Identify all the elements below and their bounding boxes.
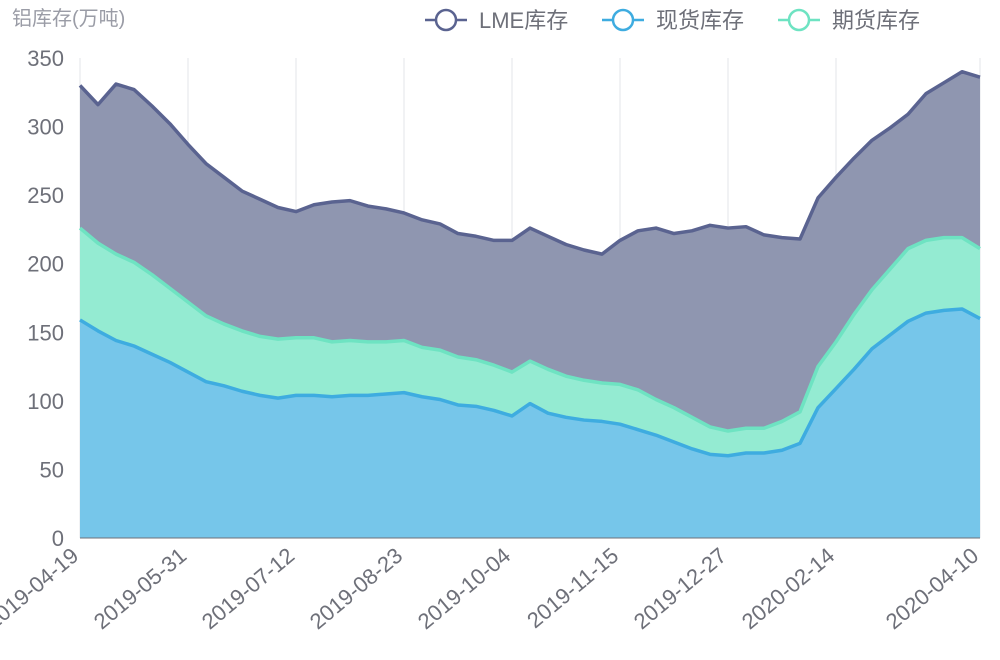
- legend-marker-icon-0: [434, 8, 458, 32]
- y-tick-label-1: 50: [40, 457, 64, 482]
- y-tick-label-0: 0: [52, 526, 64, 551]
- x-tick-label-1: 2019-05-31: [89, 543, 191, 634]
- legend-label-2: 期货库存: [832, 8, 920, 33]
- x-tick-label-6: 2019-12-27: [629, 543, 731, 634]
- x-tick-label-2: 2019-07-12: [197, 543, 299, 634]
- legend-label-1: 现货库存: [656, 8, 744, 33]
- y-tick-label-3: 150: [27, 320, 64, 345]
- x-tick-label-4: 2019-10-04: [413, 543, 515, 634]
- series-line-0: [78, 69, 981, 256]
- x-tick-label-0: 2019-04-19: [0, 543, 83, 634]
- series-line-2: [79, 307, 981, 458]
- y-tick-label-5: 250: [27, 183, 64, 208]
- legend: LME库存 现货库存 期货库存: [425, 8, 920, 33]
- x-tick-label-5: 2019-11-15: [522, 543, 623, 633]
- y-tick-label-7: 350: [27, 46, 64, 71]
- y-axis-title: 铝库存(万吨): [12, 7, 125, 30]
- legend-item-1[interactable]: 现货库存: [602, 8, 744, 33]
- x-tick-label-8: 2020-04-10: [881, 543, 983, 634]
- series-areas: [80, 71, 980, 539]
- legend-item-0[interactable]: LME库存: [425, 8, 568, 33]
- y-tick-label-6: 300: [27, 115, 64, 140]
- series-line-1: [78, 226, 981, 433]
- legend-marker-icon-1: [611, 8, 635, 32]
- legend-label-0: LME库存: [479, 8, 568, 33]
- y-axis: 0 50 100 150 200 250 300 350: [27, 46, 64, 551]
- y-tick-label-4: 200: [27, 252, 64, 277]
- legend-item-2[interactable]: 期货库存: [778, 8, 920, 33]
- x-tick-label-3: 2019-08-23: [305, 543, 407, 634]
- x-tick-label-7: 2020-02-14: [737, 543, 839, 634]
- legend-marker-icon-2: [787, 8, 811, 32]
- y-tick-label-2: 100: [27, 389, 64, 414]
- series-area-2: [80, 308, 980, 538]
- series-lines: [78, 69, 981, 458]
- x-axis: 2019-04-19 2019-05-31 2019-07-12 2019-08-23…: [0, 537, 983, 634]
